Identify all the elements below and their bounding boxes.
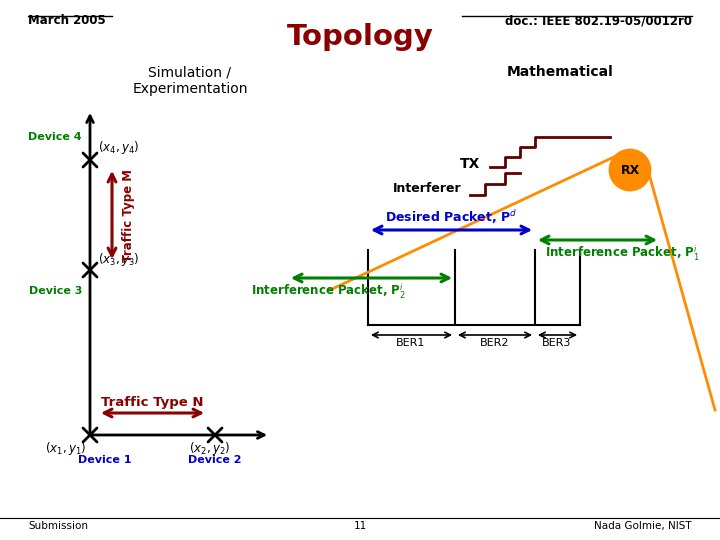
- Text: $(x_1,y_1)$: $(x_1,y_1)$: [45, 440, 86, 457]
- Text: $(x_2,y_2)$: $(x_2,y_2)$: [189, 440, 230, 457]
- Text: Traffic Type M: Traffic Type M: [122, 168, 135, 261]
- Text: BER1: BER1: [396, 338, 426, 348]
- Text: Traffic Type N: Traffic Type N: [101, 396, 203, 409]
- Text: 11: 11: [354, 521, 366, 531]
- Text: Simulation /
Experimentation: Simulation / Experimentation: [132, 65, 248, 96]
- Text: BER3: BER3: [542, 338, 572, 348]
- Text: Submission: Submission: [28, 521, 88, 531]
- Text: Topology: Topology: [287, 23, 433, 51]
- Text: Interference Packet, P$_1^i$: Interference Packet, P$_1^i$: [545, 244, 700, 264]
- Text: $(x_3,y_3)$: $(x_3,y_3)$: [98, 251, 139, 268]
- Text: Interference Packet, P$_2^i$: Interference Packet, P$_2^i$: [251, 282, 405, 301]
- Circle shape: [610, 150, 650, 190]
- Text: Device 3: Device 3: [29, 286, 82, 296]
- Text: Mathematical: Mathematical: [507, 65, 613, 79]
- Text: Nada Golmie, NIST: Nada Golmie, NIST: [595, 521, 692, 531]
- Text: Device 1: Device 1: [78, 455, 132, 465]
- Text: Desired Packet, P$^d$: Desired Packet, P$^d$: [385, 208, 517, 226]
- Text: Device 4: Device 4: [28, 132, 82, 142]
- Text: TX: TX: [459, 157, 480, 171]
- Text: March 2005: March 2005: [28, 14, 106, 27]
- Text: $(x_4,y_4)$: $(x_4,y_4)$: [98, 139, 139, 156]
- Text: Device 2: Device 2: [188, 455, 242, 465]
- Text: RX: RX: [621, 164, 639, 177]
- Text: BER2: BER2: [480, 338, 510, 348]
- Text: Interferer: Interferer: [393, 181, 462, 194]
- Text: doc.: IEEE 802.19-05/0012r0: doc.: IEEE 802.19-05/0012r0: [505, 14, 692, 27]
